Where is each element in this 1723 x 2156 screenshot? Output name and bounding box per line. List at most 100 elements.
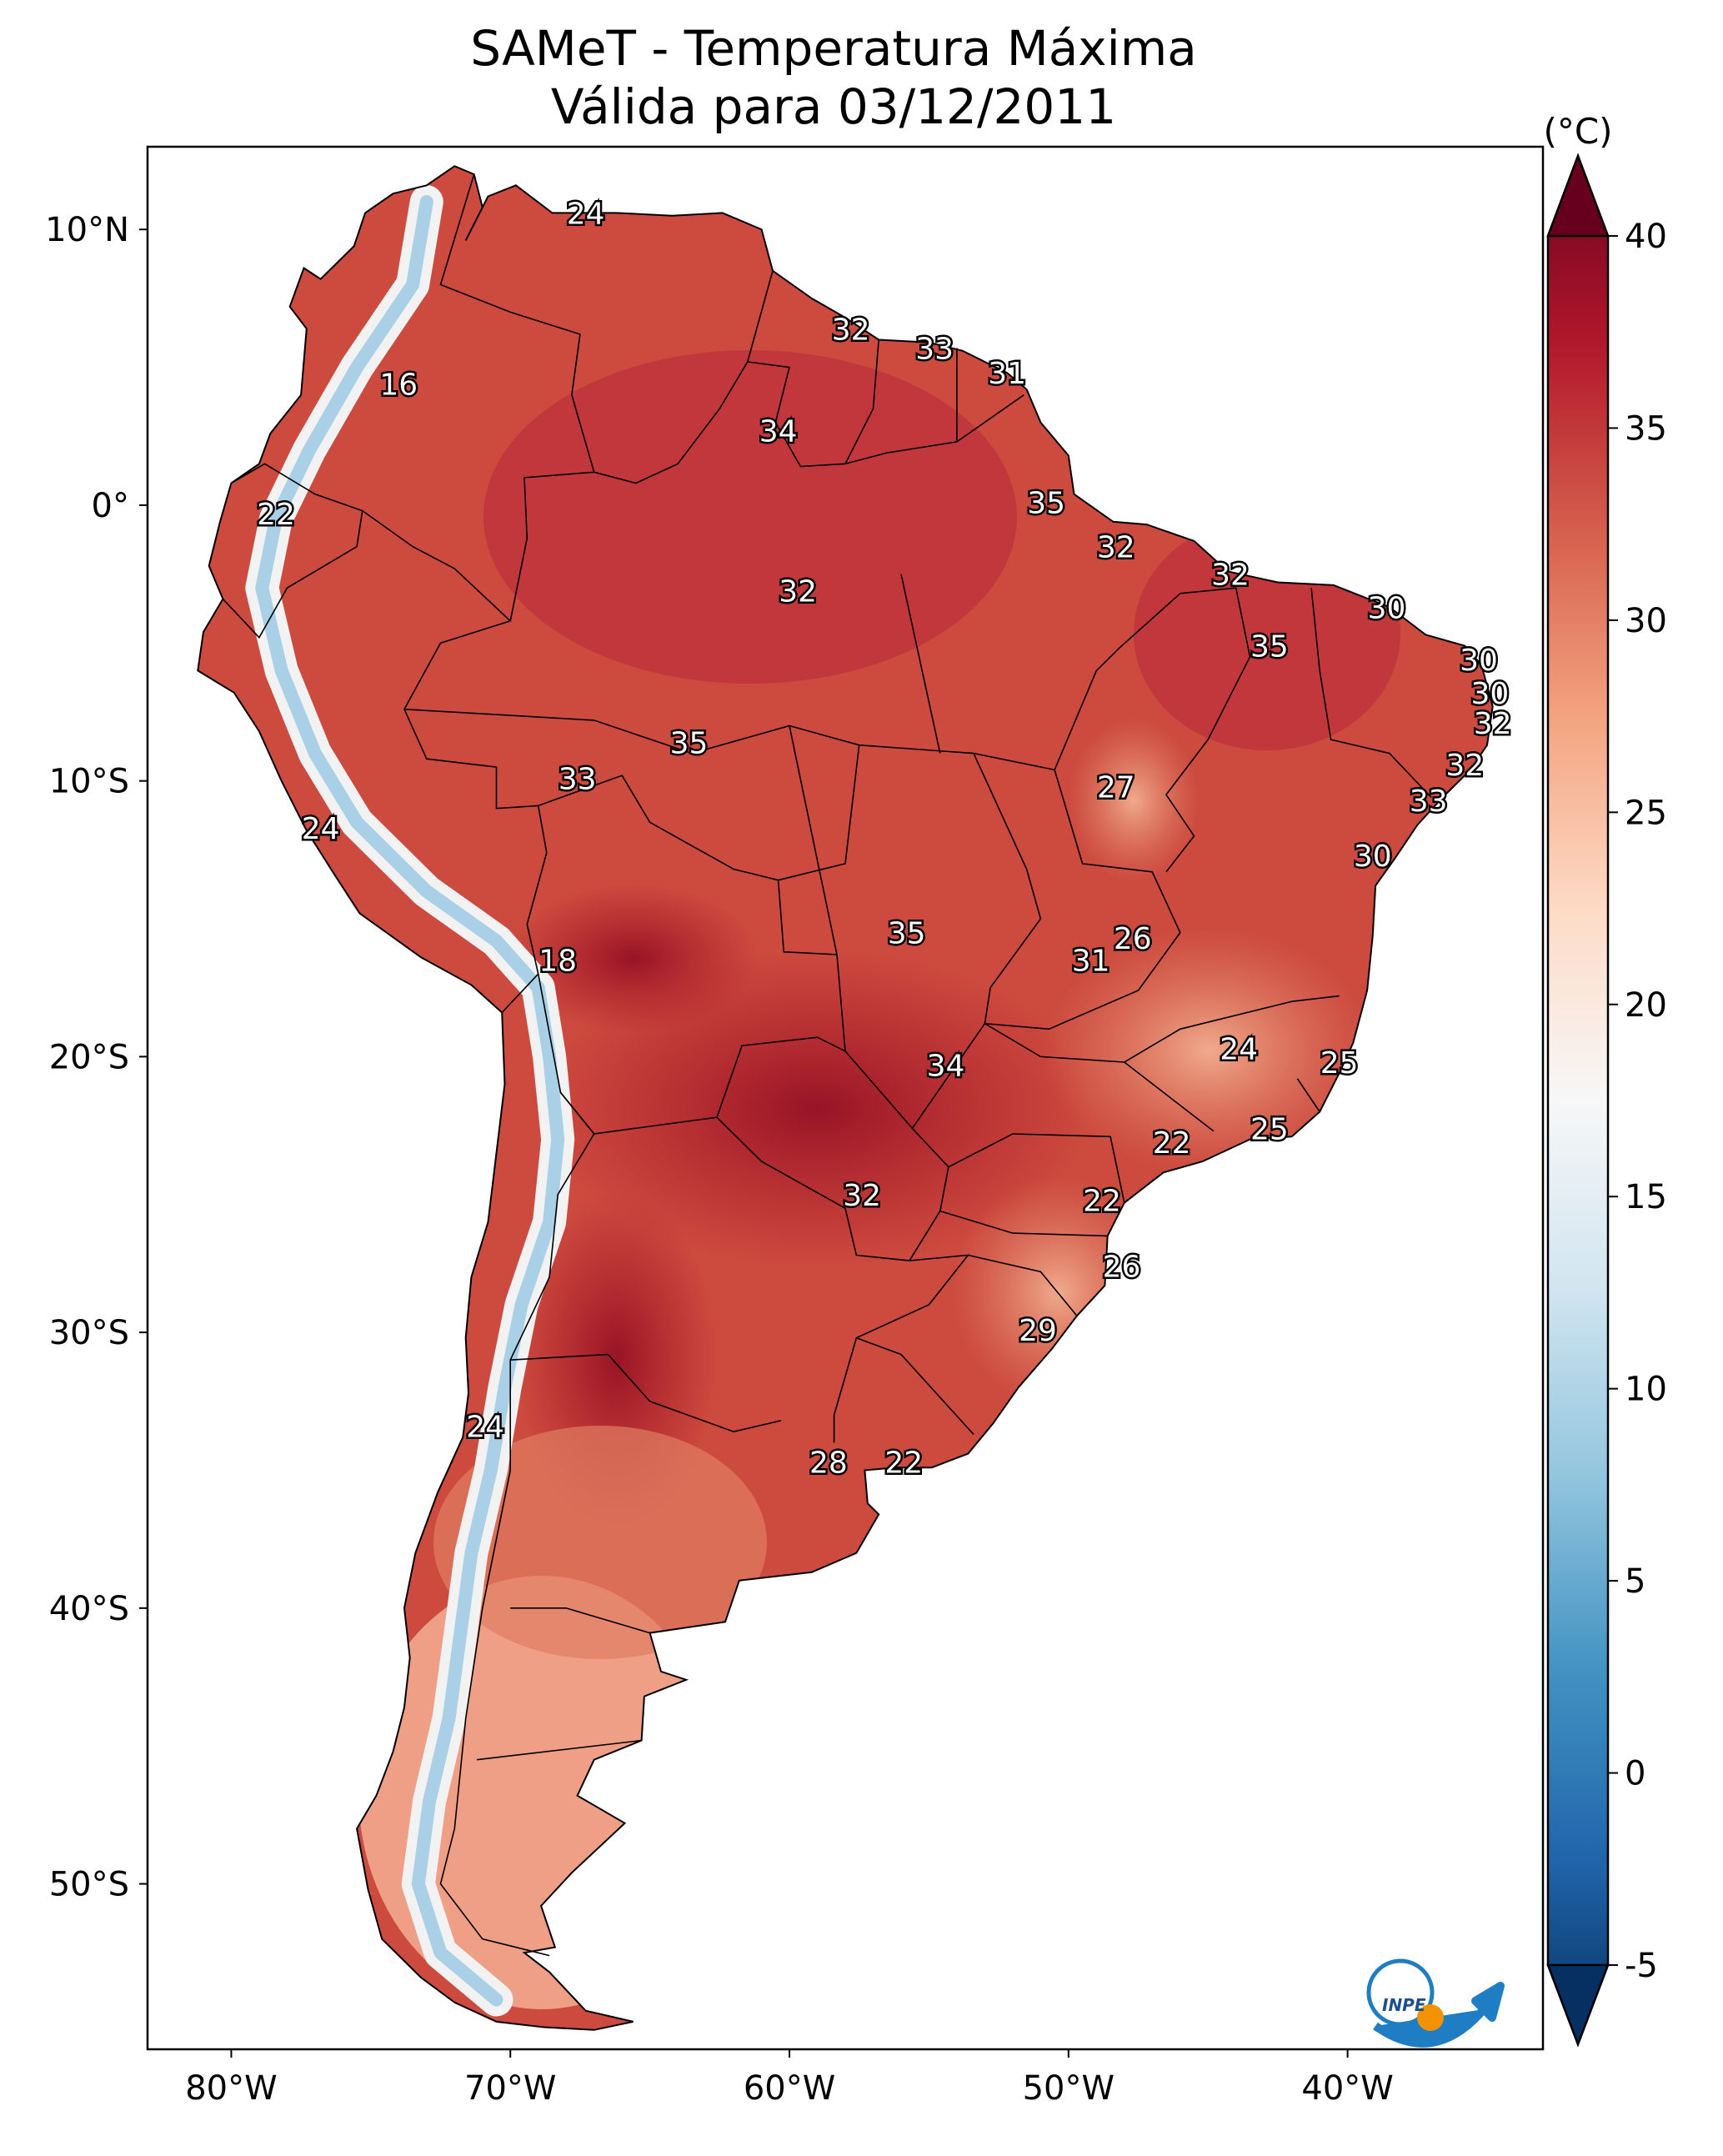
temperature-label: 30 [1354,840,1392,874]
hot-region-amazon [483,350,1017,684]
temperature-label: 22 [257,498,295,532]
border-line [439,173,595,621]
colorbar-tick-label: 20 [1625,986,1667,1025]
border-line [746,270,1024,468]
inpe-logo-icon: INPE [1366,1958,1505,2048]
border-line [900,574,941,754]
hot-region-chaco [542,950,1092,1267]
border-line [510,1607,650,1634]
border-line [833,1254,970,1443]
border-line [1165,587,1251,873]
temperature-label: 31 [988,357,1026,391]
lon-tick-label: 60°W [744,2069,835,2108]
longitude-ticks: 80°W 70°W 60°W 50°W 40°W [185,2049,1394,2108]
temperature-label: 33 [915,332,954,366]
temperature-label: 31 [1072,945,1110,979]
title-line-2: Válida para 03/12/2011 [551,78,1116,135]
temperature-label: 22 [884,1447,923,1481]
border-line [1296,1078,1320,1112]
temperature-label: 18 [538,945,577,979]
temperature-label: 30 [1460,644,1498,678]
border-line [973,753,1042,1024]
border-line [537,775,846,1135]
border-line [594,361,749,484]
temperature-label: 33 [1410,785,1448,819]
border-line [948,1133,1125,1203]
temperature-label: 26 [1114,922,1152,956]
mild-region-minas [1042,925,1375,1176]
lat-tick-label: 20°S [49,1038,129,1076]
border-line [362,509,548,1014]
logo-sun [1417,2004,1444,2031]
border-line [477,1739,642,1761]
temperature-label: 35 [1027,487,1065,521]
border-line [510,1353,782,1433]
temperature-label: 30 [1470,677,1509,711]
colorbar-tick-label: 35 [1625,409,1667,448]
border-line [1310,588,1432,799]
lat-tick-label: 30°S [49,1314,129,1352]
temperature-label: 27 [1097,770,1135,805]
temperature-label: 24 [466,1411,504,1445]
temperature-label: 25 [1320,1046,1359,1081]
colorbar: (°C) -5 0 5 10 15 20 25 30 35 40 [1543,111,1667,2048]
temperature-label: 25 [1250,1112,1289,1146]
border-line [789,725,838,955]
temperature-label: 35 [1250,630,1289,664]
temperature-label: 32 [1211,559,1250,593]
temperature-field [198,166,1493,2030]
lon-tick-label: 80°W [185,2069,277,2108]
colorbar-tick-label: 0 [1625,1755,1645,1793]
mild-region-tocantins [1067,717,1200,884]
andes-cold-core [255,195,565,2007]
colorbar-min-extension [1546,1963,1610,2048]
border-line [844,339,879,464]
temperature-label: 32 [843,1179,881,1213]
border-line [856,1336,974,1436]
coastline [197,165,1494,2031]
temperature-label: 35 [670,726,709,760]
colorbar-ticks: -5 0 5 10 15 20 25 30 35 40 [1608,218,1667,1985]
lat-tick-label: 10°N [45,211,129,249]
temperature-label: 34 [927,1049,965,1083]
temperature-label: 16 [379,368,418,402]
lat-tick-label: 50°S [49,1866,129,1904]
border-line [911,770,1181,1129]
colorbar-tick-label: -5 [1625,1947,1658,1985]
colorbar-unit: (°C) [1543,111,1612,152]
temperature-label: 28 [809,1447,848,1481]
temperature-label: 32 [1445,749,1484,783]
temperature-label: 33 [558,762,597,796]
temperature-label: 24 [302,812,340,846]
lat-tick-label: 0° [92,487,129,525]
border-line [939,1210,1108,1237]
hot-region-bolivia [508,884,759,1034]
temperature-label: 35 [888,917,926,951]
border-line [984,1023,1215,1132]
colorbar-tick-label: 15 [1625,1178,1667,1216]
temperature-label: 32 [1474,707,1512,741]
lon-tick-label: 70°W [464,2069,556,2108]
border-line [1054,593,1181,770]
mild-region-pampas [433,1426,767,1659]
colorbar-tick-label: 30 [1625,602,1667,640]
temperature-label: 24 [1220,1033,1258,1067]
colorbar-tick-label: 10 [1625,1371,1667,1409]
lon-tick-label: 40°W [1301,2069,1393,2108]
colorbar-tick-label: 5 [1625,1562,1645,1601]
temperature-label: 29 [1019,1314,1057,1348]
title-line-1: SAMeT - Temperatura Máxima [470,20,1197,77]
lat-tick-label: 40°S [49,1590,129,1628]
latitude-ticks: 10°N 0° 10°S 20°S 30°S 40°S 50°S [45,211,148,1904]
temperature-label: 32 [1097,531,1135,565]
temperature-label: 24 [567,197,605,231]
temperature-label: 22 [1083,1184,1121,1218]
colorbar-bar [1546,153,1610,2048]
colorbar-max-extension [1546,153,1610,238]
logo-text: INPE [1382,1995,1426,2015]
temperature-label: 34 [759,415,798,449]
